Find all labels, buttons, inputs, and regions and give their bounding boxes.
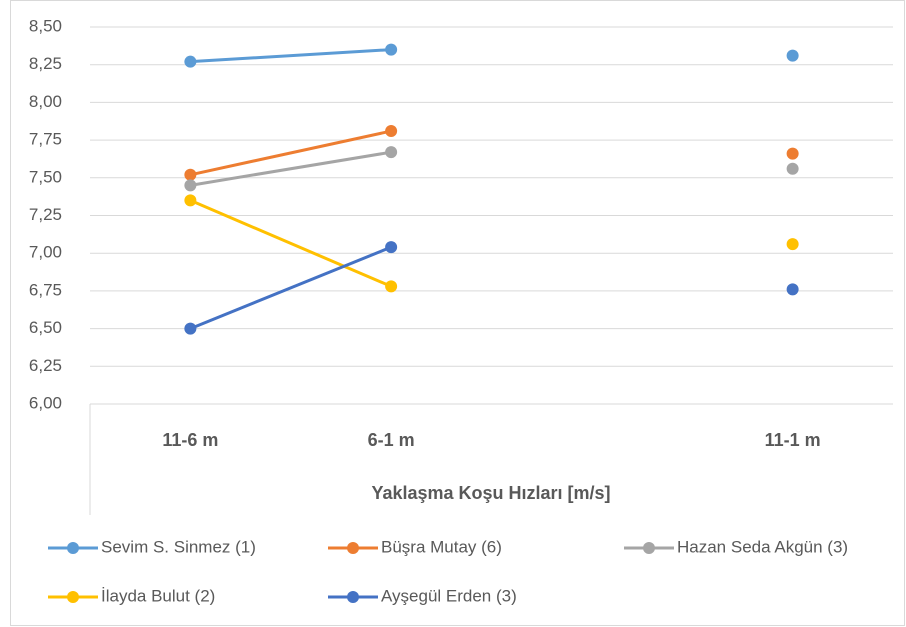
y-tick-label: 6,75	[29, 280, 62, 299]
data-point	[184, 194, 197, 207]
y-tick-label: 7,00	[29, 243, 62, 262]
data-point	[385, 146, 398, 159]
legend-marker	[347, 542, 359, 554]
data-point	[786, 162, 799, 175]
x-tick-label: 6-1 m	[368, 430, 415, 450]
data-point	[385, 43, 398, 56]
legend-label: Sevim S. Sinmez (1)	[101, 537, 256, 556]
legend-marker	[643, 542, 655, 554]
y-tick-label: 7,25	[29, 205, 62, 224]
x-tick-label: 11-6 m	[162, 430, 218, 450]
y-tick-label: 6,00	[29, 393, 62, 412]
data-point	[786, 238, 799, 251]
legend-label: İlayda Bulut (2)	[101, 586, 215, 605]
legend-label: Ayşegül Erden (3)	[381, 586, 517, 605]
x-axis-label: Yaklaşma Koşu Hızları [m/s]	[371, 483, 610, 503]
y-tick-label: 8,00	[29, 92, 62, 111]
legend-marker	[347, 591, 359, 603]
data-point	[184, 168, 197, 181]
y-tick-label: 8,25	[29, 54, 62, 73]
series-line	[190, 200, 792, 286]
y-tick-label: 6,25	[29, 356, 62, 375]
data-point	[786, 147, 799, 160]
legend-marker	[67, 591, 79, 603]
y-tick-label: 6,50	[29, 318, 62, 337]
data-point	[385, 280, 398, 293]
series-line	[190, 131, 792, 175]
legend-marker	[67, 542, 79, 554]
x-tick-label: 11-1 m	[765, 430, 821, 450]
series-line	[190, 152, 792, 185]
data-point	[184, 322, 197, 335]
y-tick-label: 7,75	[29, 130, 62, 149]
series-line	[190, 50, 792, 62]
data-point	[184, 179, 197, 192]
data-point	[184, 55, 197, 68]
y-tick-label: 7,50	[29, 167, 62, 186]
y-tick-label: 8,50	[29, 16, 62, 35]
data-point	[786, 49, 799, 62]
legend-label: Büşra Mutay (6)	[381, 537, 502, 556]
data-point	[385, 125, 398, 138]
legend-label: Hazan Seda Akgün (3)	[677, 537, 848, 556]
chart-border	[10, 0, 905, 626]
series-line	[190, 247, 792, 328]
data-point	[385, 241, 398, 254]
data-point	[786, 283, 799, 296]
